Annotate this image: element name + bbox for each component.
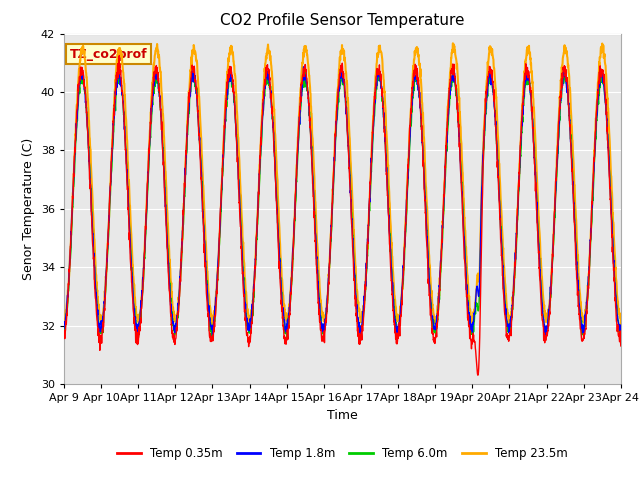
Legend: Temp 0.35m, Temp 1.8m, Temp 6.0m, Temp 23.5m: Temp 0.35m, Temp 1.8m, Temp 6.0m, Temp 2… [112,443,573,465]
Y-axis label: Senor Temperature (C): Senor Temperature (C) [22,138,35,280]
Text: TZ_co2prof: TZ_co2prof [70,48,147,60]
Title: CO2 Profile Sensor Temperature: CO2 Profile Sensor Temperature [220,13,465,28]
X-axis label: Time: Time [327,408,358,421]
